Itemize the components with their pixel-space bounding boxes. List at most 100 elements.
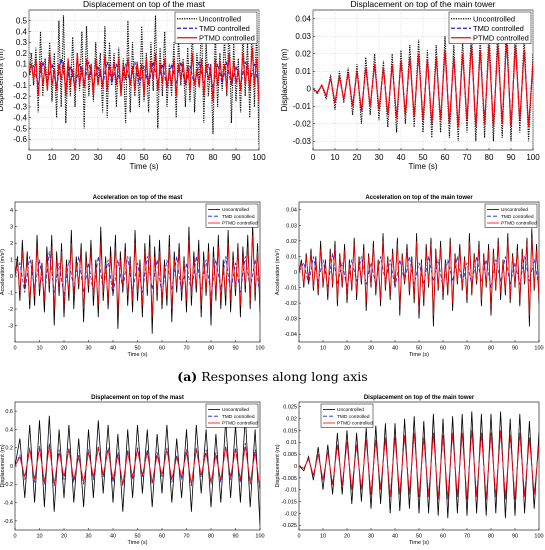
y-tick-label: -0.04 (284, 332, 297, 338)
y-tick-label: 0.01 (286, 254, 297, 260)
x-tick-label: 30 (368, 346, 374, 352)
x-tick-label: 30 (94, 153, 103, 162)
y-tick-label: -0.4 (13, 113, 27, 122)
legend-label: PTMD controlled (473, 33, 529, 42)
x-tick-label: 0 (27, 153, 32, 162)
x-tick-label: 90 (507, 153, 516, 162)
x-tick-label: 40 (110, 346, 116, 352)
x-tick-label: 40 (117, 153, 126, 162)
y-tick-label: 0.4 (16, 27, 28, 36)
legend-label: Uncontrolled (199, 14, 241, 23)
legend-label: PTMD controlled (501, 221, 537, 227)
x-axis-label: Time (s) (408, 162, 437, 171)
x-tick-label: 10 (36, 534, 42, 540)
legend-label: PTMD controlled (199, 33, 255, 42)
x-tick-label: 50 (140, 153, 149, 162)
x-tick-label: 60 (440, 534, 446, 540)
x-tick-label: 50 (416, 346, 422, 352)
x-tick-label: 80 (485, 153, 494, 162)
y-axis-label: Acceleration (m/s²) (0, 249, 6, 295)
x-tick-label: 0 (297, 534, 300, 540)
y-axis-label: Displacement (m) (275, 444, 281, 487)
y-tick-label: 0.02 (286, 417, 297, 423)
x-tick-label: 30 (375, 153, 384, 162)
y-tick-label: -0.03 (284, 317, 297, 323)
x-tick-label: 90 (232, 534, 238, 540)
y-tick-label: -0.01 (284, 488, 297, 494)
y-tick-label: -0.2 (4, 482, 13, 488)
x-axis-label: Time (s) (409, 352, 429, 358)
chart-tower-displacement: 0 10 20 30 40 50 60 70 80 90 100 -0.03 -0.02 -0.01 0 0.… (273, 0, 545, 180)
series-line-ptmd-controlled (15, 234, 260, 318)
y-tick-label: 2 (10, 241, 13, 247)
legend-box (205, 403, 259, 428)
x-axis-label: Time (s) (128, 540, 148, 546)
x-tick-label: 90 (232, 153, 241, 162)
x-tick-label: 20 (344, 534, 350, 540)
x-tick-label: 50 (134, 346, 140, 352)
chart-svg: 0 10 20 30 40 50 60 70 80 90 100 -0.6 -0.5 -0.4-0.3 -0… (0, 0, 266, 171)
x-tick-label: 80 (488, 346, 494, 352)
x-tick-label: 20 (344, 346, 350, 352)
y-tick-label: 0 (294, 270, 297, 276)
y-tick-label: -0.01 (293, 102, 312, 111)
x-tick-label: 60 (159, 534, 165, 540)
y-tick-label: 0.04 (295, 15, 311, 24)
legend-label: Uncontrolled (222, 407, 249, 413)
legend-label: Uncontrolled (473, 14, 515, 23)
series-line-uncontrolled (15, 415, 260, 526)
y-tick-label: 4 (10, 208, 13, 214)
series-line-ptmd-controlled (15, 445, 260, 489)
legend-box (205, 203, 259, 228)
x-tick-label: 80 (208, 534, 214, 540)
x-tick-label: 50 (416, 534, 422, 540)
x-tick-label: 80 (208, 346, 214, 352)
y-tick-label: -1 (8, 291, 13, 297)
y-tick-label: 0.015 (283, 428, 297, 434)
y-tick-label: -0.2 (13, 92, 27, 101)
x-tick-label: 90 (512, 534, 518, 540)
x-tick-label: 100 (534, 534, 543, 540)
y-tick-label: 0.5 (16, 17, 28, 26)
y-tick-label: 0.02 (286, 239, 297, 245)
x-tick-label: 60 (441, 153, 450, 162)
x-tick-label: 20 (71, 153, 80, 162)
series-line-ptmd-controlled (29, 47, 259, 102)
x-tick-label: 20 (61, 534, 67, 540)
caption-label: (a) (177, 369, 198, 384)
chart-svg: 0 10 20 30 40 50 60 70 80 90 100 -0.04 -0.03 -0.02 -0.… (275, 195, 544, 358)
y-tick-label: 0.01 (286, 440, 297, 446)
y-tick-label: -0.005 (281, 476, 297, 482)
chart-mast-acceleration: 0 10 20 30 40 50 60 70 80 90 100 -3 -2 -1 0 1 2 3 4 Acceler… (0, 186, 272, 361)
y-tick-label: -0.02 (293, 120, 312, 129)
x-tick-label: 40 (397, 153, 406, 162)
legend-label: TMD controlled (501, 214, 534, 220)
series-line-uncontrolled (299, 411, 539, 519)
y-tick-label: 0.2 (16, 49, 28, 58)
y-tick-label: 0.04 (286, 208, 297, 214)
x-tick-label: 100 (252, 153, 266, 162)
y-tick-label: 1 (10, 258, 13, 264)
x-tick-label: 70 (464, 346, 470, 352)
y-tick-label: 0 (294, 464, 297, 470)
legend-label: PTMD controlled (222, 421, 258, 427)
y-tick-label: -3 (8, 323, 13, 329)
y-axis-label: Acceleration (m/s²) (275, 249, 281, 295)
y-tick-label: 0.025 (283, 405, 297, 411)
x-tick-label: 60 (163, 153, 172, 162)
y-tick-label: -0.03 (293, 137, 312, 146)
chart-title: Acceleration on top of the main tower (365, 195, 473, 201)
chart-title: Acceleration on top of the mast (93, 195, 183, 201)
x-tick-label: 10 (36, 346, 42, 352)
legend-label: TMD controlled (222, 214, 255, 220)
x-tick-label: 70 (463, 153, 472, 162)
y-tick-label: -0.6 (13, 135, 27, 144)
y-tick-label: 0.02 (295, 50, 311, 59)
legend-label: TMD controlled (473, 24, 524, 33)
x-tick-label: 100 (255, 346, 264, 352)
y-tick-label: 0.005 (283, 452, 297, 458)
chart-title: Displacement on top of the mast (91, 395, 184, 401)
y-axis-label: Displacement (m) (280, 48, 289, 111)
legend-label: Uncontrolled (501, 207, 528, 213)
y-tick-label: -0.5 (13, 124, 27, 133)
